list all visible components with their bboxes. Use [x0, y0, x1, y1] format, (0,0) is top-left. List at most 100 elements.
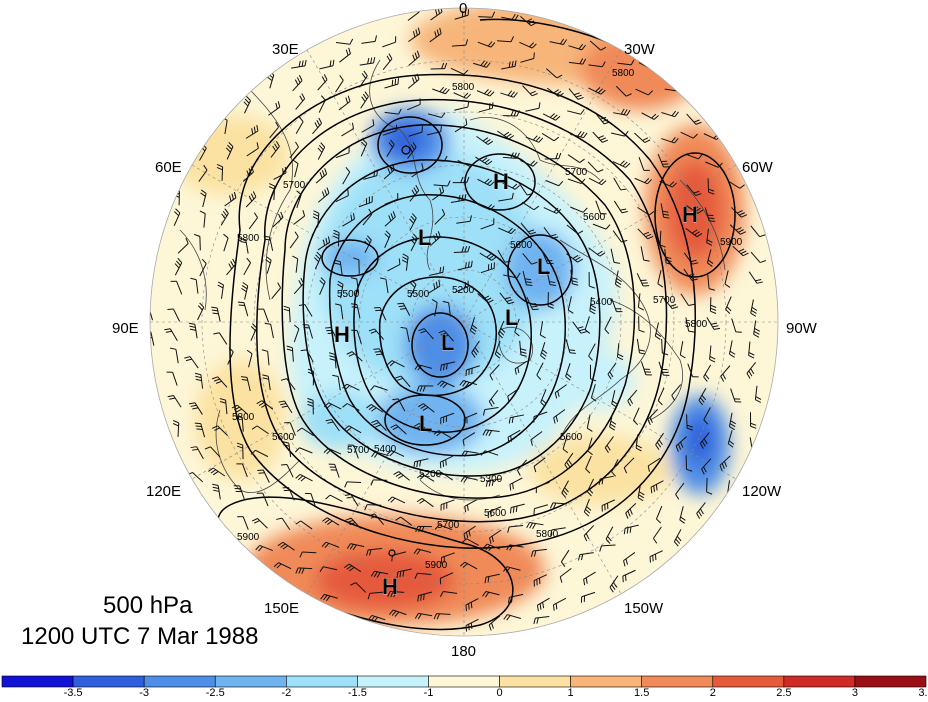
- wind-barb: [289, 146, 299, 159]
- wind-barb-feather: [506, 544, 511, 551]
- wind-barb-feather: [250, 166, 254, 173]
- wind-barb: [649, 550, 663, 558]
- wind-barb-feather: [706, 239, 713, 243]
- wind-barb-feather: [326, 329, 333, 332]
- colorbar-swatch: [499, 675, 571, 688]
- wind-barb-feather: [411, 189, 416, 196]
- wind-barb: [438, 430, 452, 439]
- wind-barb: [518, 183, 528, 196]
- longitude-label-60e: 60E: [155, 159, 182, 176]
- wind-barb-feather: [623, 109, 628, 115]
- wind-barb: [334, 354, 337, 369]
- wind-barb: [754, 385, 758, 400]
- wind-barb: [553, 597, 567, 606]
- wind-barb-feather: [327, 236, 331, 243]
- wind-barb: [647, 409, 659, 420]
- wind-barb-feather: [294, 79, 299, 86]
- wind-barb: [418, 612, 433, 617]
- wind-barb-feather: [365, 238, 371, 244]
- wind-barb-feather: [520, 348, 527, 351]
- wind-barb: [355, 582, 367, 593]
- wind-barb-feather: [295, 567, 299, 574]
- wind-barb-feather: [503, 131, 510, 136]
- wind-barb-feather: [615, 280, 622, 285]
- wind-barb-feather: [321, 170, 325, 177]
- wind-barb-feather: [514, 368, 517, 375]
- wind-barb-feather: [333, 235, 340, 240]
- wind-barb-feather: [373, 422, 380, 426]
- wind-barb: [581, 591, 596, 598]
- wind-barb-feather: [464, 451, 468, 457]
- wind-barb-feather: [258, 402, 265, 406]
- wind-barb-feather: [699, 508, 704, 515]
- wind-barb-feather: [562, 489, 568, 496]
- wind-barb: [725, 296, 732, 310]
- wind-barb-feather: [240, 376, 248, 378]
- wind-barb: [269, 237, 274, 251]
- wind-barb: [245, 239, 249, 254]
- wind-barb-feather: [557, 390, 560, 397]
- wind-barb-feather: [410, 238, 416, 245]
- wind-barb-feather: [312, 216, 319, 220]
- wind-barb-feather: [190, 404, 197, 407]
- wind-barb: [245, 196, 257, 208]
- high-center: H: [682, 202, 698, 227]
- wind-barb-feather: [724, 283, 731, 288]
- wind-barb-feather: [208, 467, 214, 472]
- wind-barb: [300, 520, 313, 530]
- wind-barb-feather: [213, 378, 220, 382]
- wind-barb-feather: [690, 276, 697, 279]
- wind-barb: [440, 572, 454, 579]
- wind-barb-feather: [704, 374, 710, 380]
- wind-barb-feather: [746, 373, 751, 379]
- wind-barb: [623, 457, 635, 469]
- wind-barb: [384, 198, 398, 205]
- wind-barb: [729, 224, 741, 235]
- wind-barb-feather: [462, 381, 467, 387]
- wind-barb-feather: [695, 207, 701, 213]
- wind-barb-feather: [391, 79, 394, 86]
- wind-barb: [383, 169, 395, 180]
- wind-barb-feather: [174, 263, 180, 269]
- wind-barb-feather: [672, 306, 679, 310]
- wind-barb-feather: [250, 449, 256, 455]
- wind-barb: [613, 200, 623, 213]
- wind-barb: [315, 173, 327, 184]
- wind-barb-feather: [307, 371, 314, 375]
- wind-barb-feather: [471, 324, 478, 329]
- wind-barb: [686, 184, 696, 196]
- wind-barb-feather: [442, 383, 448, 388]
- wind-barb-feather: [753, 330, 760, 335]
- wind-barb: [339, 53, 351, 63]
- contour-label: 5500: [337, 289, 360, 300]
- wind-barb: [660, 203, 665, 218]
- wind-barb-feather: [435, 233, 439, 240]
- colorbar-tick-label: -3: [139, 687, 150, 699]
- wind-barb: [509, 544, 524, 548]
- contour-label: 5600: [272, 432, 295, 443]
- wind-barb: [384, 83, 399, 89]
- wind-barb-feather: [491, 622, 494, 629]
- wind-barb-feather: [706, 491, 713, 495]
- wind-barb: [635, 88, 649, 96]
- wind-barb-feather: [651, 64, 657, 70]
- wind-barb: [731, 318, 737, 333]
- wind-barb: [284, 400, 293, 414]
- wind-barb: [511, 503, 525, 508]
- contour-label: 5900: [425, 560, 448, 571]
- wind-barb-feather: [486, 253, 492, 258]
- wind-barb-feather: [629, 526, 632, 533]
- wind-barb-feather: [442, 334, 449, 338]
- wind-barb: [655, 505, 663, 520]
- wind-barb-feather: [395, 473, 402, 477]
- wind-barb-feather: [597, 169, 604, 173]
- wind-barb-feather: [386, 450, 392, 455]
- wind-barb: [295, 121, 304, 135]
- wind-barb: [469, 317, 476, 331]
- wind-barb-feather: [185, 358, 192, 362]
- wind-barb-feather: [414, 75, 418, 82]
- wind-barb: [559, 568, 572, 578]
- wind-barb-feather: [317, 147, 323, 153]
- wind-barb-feather: [533, 205, 540, 211]
- wind-barb-feather: [648, 90, 653, 96]
